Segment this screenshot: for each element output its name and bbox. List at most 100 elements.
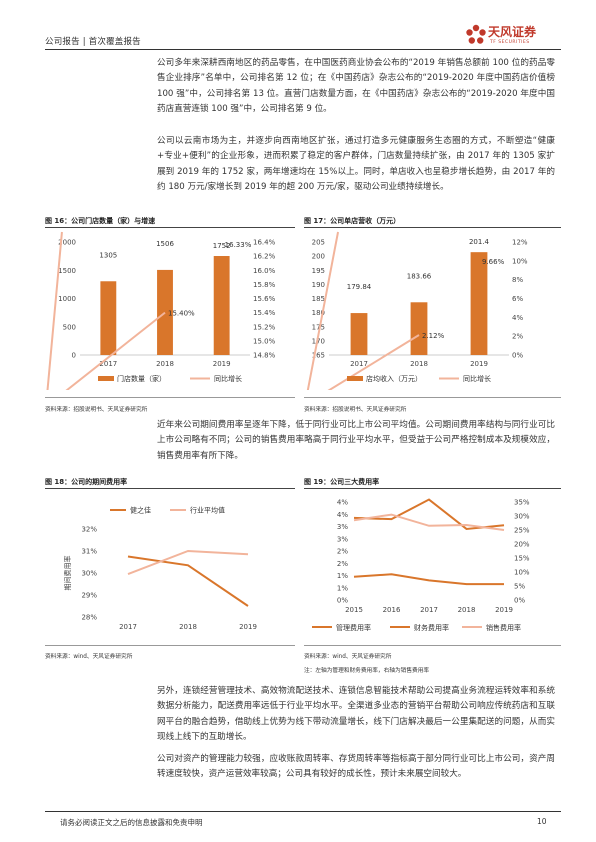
paragraph-1: 公司多年来深耕西南地区的药品零售，在中国医药商业协会公布的“2019 年销售总额…	[157, 58, 555, 114]
figure-16-chart: 0 500 1000 1500 2000 14.8% 15.0% 15.2% 15.4% 15.6…	[46, 231, 276, 390]
x-tick: 2019	[239, 623, 257, 631]
y-tick-left: 3%	[337, 523, 348, 531]
y-tick-right: 6%	[512, 295, 523, 303]
series-line	[127, 549, 249, 576]
legend-label-bar: 门店数量（家）	[117, 374, 166, 383]
y-tick-left: 1500	[58, 267, 76, 275]
brand-name-en: TF SECURITIES	[490, 40, 530, 45]
y-tick-right: 0%	[514, 597, 525, 605]
x-tick: 2019	[495, 606, 513, 614]
brand-logo-icon	[466, 24, 486, 44]
bar-label: 201.4	[469, 238, 490, 246]
y-tick-right: 10%	[512, 257, 528, 265]
report-header: 公司报告 | 首次覆盖报告	[45, 37, 141, 47]
growth-line	[306, 231, 420, 390]
figure-18-source: 资料来源：wind、天风证券研究所	[45, 654, 133, 660]
y-tick-left: 500	[63, 323, 76, 331]
legend-label: 行业平均值	[190, 506, 225, 515]
y-tick-left: 4%	[337, 499, 348, 507]
y-tick-left: 205	[312, 239, 325, 247]
paragraph-4: 另外，连锁经营管理技术、高效物流配送技术、连锁信息智能技术帮助公司提高业务流程运…	[157, 686, 555, 742]
bar	[157, 269, 173, 355]
y-tick-right: 0%	[512, 352, 523, 360]
y-tick-left: 2000	[58, 239, 76, 247]
x-tick: 2019	[470, 360, 488, 368]
y-tick-left: 0%	[337, 597, 348, 605]
legend-label-line: 同比增长	[214, 374, 242, 383]
x-tick: 2017	[420, 606, 438, 614]
page-number: 10	[537, 817, 547, 826]
figure-18-chart: 28% 29% 30% 31% 32% 期间费用率 2017 2018 2019 健之佳 行业平均值	[63, 506, 257, 632]
figure-17-source: 资料来源：招股说明书、天风证券研究所	[304, 407, 407, 413]
footer-disclaimer: 请务必阅读正文之后的信息披露和免责申明	[60, 818, 203, 827]
header-rule	[45, 49, 561, 50]
bar-label: 183.66	[407, 272, 432, 280]
legend-label: 财务费用率	[414, 623, 449, 632]
y-tick-left: 1%	[337, 572, 348, 580]
y-tick-right: 16.0%	[253, 267, 276, 275]
y-tick: 31%	[81, 548, 97, 556]
y-tick-right: 15.4%	[253, 309, 276, 317]
y-tick-left: 180	[312, 309, 325, 317]
y-tick: 32%	[81, 526, 97, 534]
y-tick-left: 0	[72, 352, 76, 360]
bar-label: 1506	[156, 240, 174, 248]
figure-17-chart: 165 170 175 180 185 190 195 200 205 0% 2% 4% 6% 8% 10%…	[306, 231, 528, 390]
x-tick: 2018	[410, 360, 428, 368]
y-tick-left: 1%	[337, 584, 348, 592]
figure-16-source: 资料来源：招股说明书、天风证券研究所	[45, 407, 148, 413]
y-tick-right: 2%	[512, 333, 523, 341]
y-tick-left: 165	[312, 352, 325, 360]
legend-label: 管理费用率	[336, 623, 371, 632]
figure-19-chart: 0% 1% 1% 2% 2% 3% 3% 4% 4% 0% 5% 10% 15% 20% 25% 30% 35%…	[312, 498, 530, 632]
line-label: 9.66%	[482, 258, 505, 266]
x-tick: 2017	[350, 360, 368, 368]
bar	[470, 252, 488, 355]
x-tick: 2017	[99, 360, 117, 368]
y-tick-right: 15%	[514, 555, 530, 563]
x-tick: 2019	[213, 360, 231, 368]
figure-19-note: 注：左轴为管理和财务费用率，右轴为销售费用率	[304, 668, 430, 674]
y-tick-right: 15.8%	[253, 281, 276, 289]
bar-label: 179.84	[347, 283, 372, 291]
figure-16-title: 图 16：公司门店数量（家）与增速	[45, 217, 156, 225]
series-line	[353, 513, 505, 531]
y-tick-right: 15.2%	[253, 323, 276, 331]
brand-name: 天风证券	[488, 25, 537, 39]
legend-swatch-bar	[98, 376, 114, 381]
figure-19-source: 资料来源：wind、天风证券研究所	[304, 654, 392, 660]
y-tick-right: 16.2%	[253, 253, 276, 261]
y-tick-right: 10%	[514, 569, 530, 577]
x-tick: 2016	[383, 606, 401, 614]
footer-rule	[45, 811, 561, 812]
y-tick-right: 15.6%	[253, 295, 276, 303]
y-tick-left: 175	[312, 323, 325, 331]
series-line	[127, 555, 249, 607]
bar	[213, 256, 230, 355]
line-label: 2.12%	[422, 332, 445, 340]
y-tick-left: 170	[312, 337, 325, 345]
y-tick-left: 2%	[337, 548, 348, 556]
y-tick-left: 4%	[337, 511, 348, 519]
y-tick-right: 14.8%	[253, 352, 276, 360]
bar	[410, 302, 428, 355]
y-tick-right: 5%	[514, 583, 525, 591]
paragraph-3: 近年来公司期间费用率呈逐年下降，低于同行业可比上市公司平均值。公司期间费用率结构…	[157, 420, 555, 461]
y-tick-right: 12%	[512, 239, 528, 247]
y-tick-right: 20%	[514, 541, 530, 549]
x-tick: 2015	[345, 606, 363, 614]
y-tick-left: 1000	[58, 295, 76, 303]
legend-label-line: 同比增长	[463, 374, 491, 383]
legend-label: 销售费用率	[486, 623, 521, 632]
y-tick: 29%	[81, 592, 97, 600]
x-tick: 2018	[458, 606, 476, 614]
y-tick-right: 16.4%	[253, 239, 276, 247]
y-tick-right: 8%	[512, 276, 523, 284]
y-tick-right: 30%	[514, 513, 530, 521]
y-tick-left: 3%	[337, 535, 348, 543]
y-tick-right: 25%	[514, 527, 530, 535]
y-tick-left: 200	[312, 253, 325, 261]
x-tick: 2018	[156, 360, 174, 368]
bar	[100, 281, 117, 355]
y-tick-right: 4%	[512, 314, 523, 322]
